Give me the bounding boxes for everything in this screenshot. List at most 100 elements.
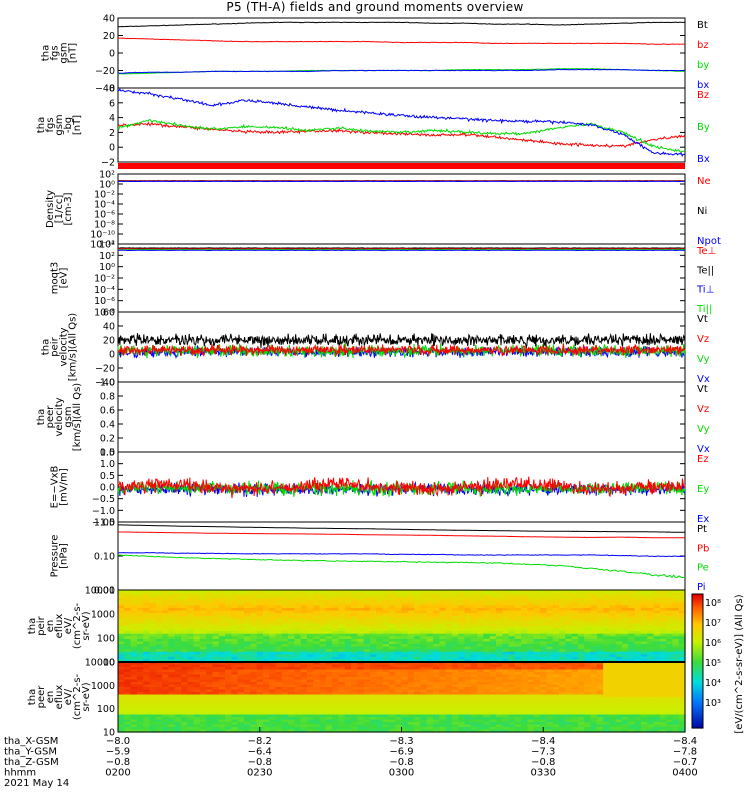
spec-cell xyxy=(552,727,560,731)
spec-cell xyxy=(124,687,132,691)
spec-cell xyxy=(546,649,554,653)
spec-cell xyxy=(212,618,220,622)
spec-cell xyxy=(370,694,377,698)
spec-cell xyxy=(477,592,484,596)
spec-cell xyxy=(357,699,365,703)
spec-cell xyxy=(451,631,459,635)
spec-cell xyxy=(193,628,201,632)
legend-fgs-gsm-hp-1: By xyxy=(697,122,710,133)
spec-cell xyxy=(193,592,201,596)
spec-cell xyxy=(162,694,169,698)
spec-cell xyxy=(300,623,308,627)
spec-cell xyxy=(640,618,648,622)
spec-cell xyxy=(552,644,560,648)
spec-cell xyxy=(502,623,510,627)
spec-cell xyxy=(143,633,151,637)
spec-cell xyxy=(231,672,239,676)
spec-cell xyxy=(376,699,384,703)
spec-cell xyxy=(155,649,163,653)
spec-cell xyxy=(407,724,415,728)
spec-cell xyxy=(300,687,308,691)
spec-cell xyxy=(344,597,352,601)
spec-cell xyxy=(628,633,636,637)
spec-cell xyxy=(275,620,283,625)
spec-cell xyxy=(250,687,258,691)
spec-cell xyxy=(552,674,560,678)
spec-cell xyxy=(168,729,176,733)
spec-cell xyxy=(395,610,403,614)
spec-cell xyxy=(262,618,270,622)
spec-cell xyxy=(344,672,352,676)
spec-cell xyxy=(464,626,472,630)
spec-cell xyxy=(130,714,138,718)
spec-cell xyxy=(206,618,214,622)
legend-peir-velocity-1: Vz xyxy=(697,334,709,345)
spec-cell xyxy=(319,674,327,678)
spec-cell xyxy=(508,719,516,723)
spec-cell xyxy=(477,694,484,698)
spec-cell xyxy=(426,702,434,706)
spec-cell xyxy=(672,649,680,653)
spec-cell xyxy=(162,626,169,630)
spec-cell xyxy=(647,631,655,635)
spec-cell xyxy=(136,664,144,668)
spec-cell xyxy=(130,697,138,701)
spec-cell xyxy=(426,689,434,693)
spec-cell xyxy=(199,610,207,614)
spec-cell xyxy=(319,610,327,614)
spec-cell xyxy=(181,672,188,676)
spec-cell xyxy=(376,649,384,653)
spec-cell xyxy=(199,626,207,630)
spec-cell xyxy=(294,597,302,601)
spec-cell xyxy=(565,628,573,632)
spec-cell xyxy=(212,694,220,698)
spec-cell xyxy=(596,595,604,599)
spec-cell xyxy=(124,709,132,713)
spec-cell xyxy=(508,651,516,655)
spec-cell xyxy=(533,613,541,617)
spec-cell xyxy=(225,719,232,723)
spec-cell xyxy=(168,674,176,678)
spec-cell xyxy=(124,610,132,614)
spec-cell xyxy=(464,631,472,635)
spec-cell xyxy=(546,620,554,625)
spec-cell xyxy=(225,684,232,688)
spec-cell xyxy=(162,656,169,661)
spec-cell xyxy=(445,595,453,599)
spec-cell xyxy=(325,707,333,711)
spec-cell xyxy=(451,672,459,676)
spec-cell xyxy=(256,641,264,645)
spec-cell xyxy=(433,636,440,640)
spec-cell xyxy=(508,600,516,604)
spec-cell xyxy=(370,707,377,711)
spec-cell xyxy=(250,613,258,617)
spec-cell xyxy=(521,722,529,726)
spec-cell xyxy=(502,712,510,716)
spec-cell xyxy=(382,646,390,650)
spec-cell xyxy=(130,633,138,637)
legend-pressure-1: Pb xyxy=(697,543,709,554)
spec-cell xyxy=(143,628,151,632)
spec-cell xyxy=(571,722,579,726)
spec-cell xyxy=(212,590,220,594)
spec-cell xyxy=(275,646,283,650)
spec-cell xyxy=(540,638,547,643)
spec-cell xyxy=(187,656,195,661)
spec-cell xyxy=(250,662,258,666)
spec-cell xyxy=(262,692,270,696)
spec-cell xyxy=(464,644,472,648)
spec-cell xyxy=(370,628,377,632)
spec-cell xyxy=(187,677,195,681)
spec-cell xyxy=(678,638,686,643)
spec-cell xyxy=(206,669,214,673)
spec-cell xyxy=(508,692,516,696)
spec-cell xyxy=(477,633,484,637)
spec-cell xyxy=(143,646,151,650)
spec-cell xyxy=(181,689,188,693)
spec-cell xyxy=(527,682,535,686)
spec-cell xyxy=(577,677,585,681)
spec-cell xyxy=(508,592,516,596)
spec-cell xyxy=(451,595,459,599)
spec-cell xyxy=(300,667,308,671)
spec-cell xyxy=(325,620,333,625)
